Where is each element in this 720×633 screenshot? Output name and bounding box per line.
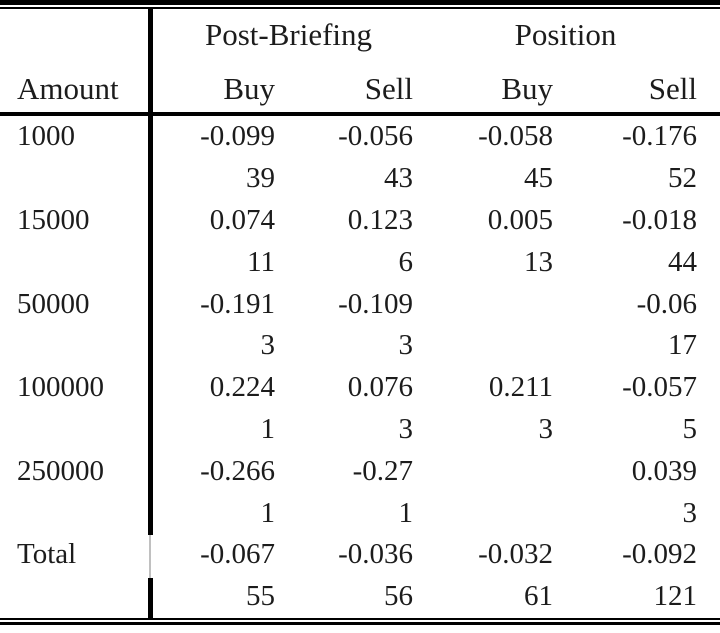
value-cell: -0.067 (200, 538, 275, 571)
amount-spacer (0, 241, 150, 283)
amount-cell-total: Total (17, 538, 77, 571)
column-header-pb-sell: Sell (364, 70, 413, 106)
amount-spacer (0, 325, 150, 367)
count-cell: 1 (260, 496, 276, 529)
count-cell: 3 (538, 412, 554, 445)
group-header-position: Position (514, 17, 617, 52)
count-cell: 56 (384, 580, 413, 613)
value-cell: -0.057 (622, 371, 697, 404)
amount-spacer (0, 158, 150, 200)
column-header-pos-buy: Buy (501, 70, 553, 106)
value-cell: -0.191 (200, 287, 275, 320)
count-cell: 39 (246, 162, 275, 195)
header-rule (0, 112, 720, 116)
value-cell: -0.176 (622, 120, 697, 153)
column-divider-gap (149, 535, 151, 578)
amount-cell: 250000 (17, 454, 104, 487)
column-divider-lower (148, 578, 153, 618)
value-cell: 0.074 (209, 203, 275, 236)
value-cell: -0.266 (200, 454, 275, 487)
count-cell: 5 (682, 412, 698, 445)
bottom-rule-thin (0, 618, 720, 620)
value-cell: -0.27 (352, 454, 413, 487)
bottom-rule-thick (0, 622, 720, 625)
count-cell: 44 (668, 245, 697, 278)
table-grid: Post-Briefing Position Amount Buy Sell B… (0, 9, 720, 618)
value-cell: 0.039 (631, 454, 697, 487)
column-header-pos-sell: Sell (648, 70, 697, 106)
value-cell: -0.018 (622, 203, 697, 236)
count-cell: 55 (246, 580, 275, 613)
count-cell: 3 (260, 329, 276, 362)
column-divider-upper (148, 9, 153, 535)
value-cell: -0.06 (636, 287, 697, 320)
value-cell: -0.036 (338, 538, 413, 571)
count-cell: 11 (247, 245, 275, 278)
count-cell: 52 (668, 162, 697, 195)
count-cell: 121 (653, 580, 698, 613)
value-cell: 0.211 (488, 371, 553, 404)
count-cell: 45 (524, 162, 553, 195)
value-cell: -0.056 (338, 120, 413, 153)
value-cell: -0.092 (622, 538, 697, 571)
amount-cell: 50000 (17, 287, 90, 320)
group-header-post-briefing: Post-Briefing (204, 17, 373, 52)
count-cell: 3 (398, 412, 414, 445)
count-cell: 43 (384, 162, 413, 195)
value-cell (427, 450, 567, 492)
column-header-pb-buy: Buy (223, 70, 275, 106)
amount-cell: 15000 (17, 203, 90, 236)
amount-spacer (0, 492, 150, 534)
amount-spacer (0, 576, 150, 618)
top-rule-thick (0, 0, 720, 5)
count-cell: 1 (260, 412, 276, 445)
corner-cell (0, 9, 150, 61)
value-cell: -0.058 (478, 120, 553, 153)
column-header-amount: Amount (17, 70, 119, 106)
amount-spacer (0, 409, 150, 451)
count-cell: 1 (398, 496, 414, 529)
value-cell: 0.123 (347, 203, 413, 236)
count-cell: 61 (524, 580, 553, 613)
count-cell: 3 (398, 329, 414, 362)
count-cell: 17 (668, 329, 697, 362)
value-cell: -0.109 (338, 287, 413, 320)
count-cell (427, 325, 567, 367)
amount-cell: 1000 (17, 120, 75, 153)
value-cell: -0.032 (478, 538, 553, 571)
value-cell: 0.005 (487, 203, 553, 236)
amount-cell: 100000 (17, 371, 104, 404)
count-cell: 6 (398, 245, 414, 278)
value-cell (427, 283, 567, 325)
count-cell (427, 492, 567, 534)
count-cell: 13 (524, 245, 553, 278)
count-cell: 3 (682, 496, 698, 529)
top-rule-thin (0, 7, 720, 9)
value-cell: 0.076 (347, 371, 413, 404)
value-cell: -0.099 (200, 120, 275, 153)
value-cell: 0.224 (209, 371, 275, 404)
